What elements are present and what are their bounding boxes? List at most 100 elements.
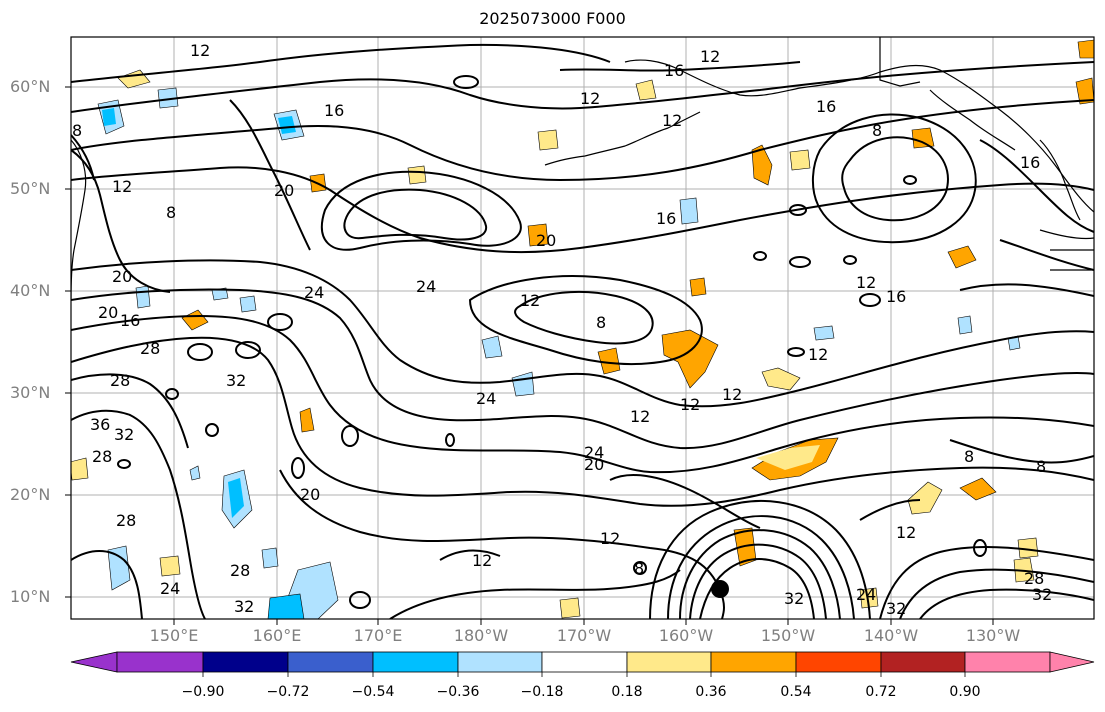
contour-label: 28 [116,511,136,530]
colorbar-tick-label: 0.90 [949,684,981,700]
contour-label: 16 [664,61,684,80]
colorbar-segment [964,651,1051,673]
contour-label: 8 [166,203,176,222]
contour-label: 12 [112,177,132,196]
lon-label: 160°W [658,626,714,645]
colorbar-tick-label: −0.72 [266,684,310,700]
contour-label: 20 [536,231,556,250]
contour-label: 24 [416,277,436,296]
lat-label: 50°N [10,179,51,198]
contour-label: 28 [92,447,112,466]
contour-label: 20 [300,485,320,504]
contour-label: 28 [230,561,250,580]
colorbar-tick-label: −0.90 [181,684,225,700]
contour-label: 20 [584,455,604,474]
map-title: 2025073000 F000 [479,9,626,28]
colorbar-tick-label: 0.18 [611,684,643,700]
contour-label: 8 [634,559,644,578]
colorbar-segment [541,651,628,673]
contour-label: 12 [190,41,210,60]
lon-label: 150°W [760,626,816,645]
plot-area: 12 12 12 12 12 16 16 16 16 16 16 16 8 8 … [71,37,1094,619]
lon-label: 180°W [453,626,509,645]
colorbar-tick-label: 0.54 [780,684,812,700]
contour-label: 24 [160,579,180,598]
contour-label: 16 [886,287,906,306]
contour-label: 16 [656,209,676,228]
contour-label: 8 [596,313,606,332]
lat-label: 20°N [10,485,51,504]
colorbar-tick-label: 0.36 [695,684,727,700]
contour-label: 12 [722,385,742,404]
contour-label: 24 [856,585,876,604]
shaded-positive-patches [71,39,1094,619]
contour-label: 32 [114,425,134,444]
contour-label: 36 [90,415,110,434]
gridlines [71,37,1094,619]
contour-label: 12 [808,345,828,364]
contour-label: 24 [304,283,324,302]
lon-label: 150°E [149,626,199,645]
lat-label: 60°N [10,77,51,96]
contour-label: 32 [886,599,906,618]
contour-label: 12 [700,47,720,66]
contour-label: 16 [816,97,836,116]
contour-label: 12 [580,89,600,108]
small-contour-blobs [117,75,987,609]
contour-labels: 12 12 12 12 12 16 16 16 16 16 16 16 8 8 … [72,41,1052,618]
lat-label: 10°N [10,587,51,606]
storm-center-dot [711,580,729,598]
contour-label: 20 [98,303,118,322]
contour-label: 24 [476,389,496,408]
shaded-negative-patches [97,87,1021,619]
colorbar-ticks [202,672,966,677]
contour-label: 12 [472,551,492,570]
colorbar-tick-label: −0.36 [436,684,480,700]
contour-label: 32 [234,597,254,616]
contour-label: 16 [120,311,140,330]
contour-label: 16 [1020,153,1040,172]
lon-label: 140°W [863,626,919,645]
colorbar-segment [457,651,543,673]
lat-label: 30°N [10,383,51,402]
colorbar-segment [626,651,712,673]
colorbar-segment [795,651,882,673]
colorbar-tick-label: −0.18 [520,684,564,700]
contour-lines [71,43,1094,619]
contour-label: 20 [112,267,132,286]
map-frame [70,36,1095,620]
contour-label: 32 [784,589,804,608]
contour-label: 8 [72,121,82,140]
lon-label: 170°E [353,626,403,645]
colorbar [70,651,1095,677]
lon-label: 160°E [252,626,302,645]
contour-label: 8 [1036,457,1046,476]
contour-label: 12 [896,523,916,542]
colorbar-segment [116,651,204,673]
contour-label: 8 [872,121,882,140]
colorbar-segment [710,651,797,673]
contour-label: 28 [140,339,160,358]
lon-label: 170°W [556,626,612,645]
contour-label: 16 [324,101,344,120]
coastlines [71,37,1094,301]
contour-label: 12 [662,111,682,130]
colorbar-segment [287,651,374,673]
colorbar-extend-low [70,651,118,673]
contour-label: 28 [1024,569,1044,588]
contour-label: 12 [520,291,540,310]
contour-label: 12 [600,529,620,548]
contour-label: 28 [110,371,130,390]
contour-label: 32 [1032,585,1052,604]
colorbar-tick-label: 0.72 [865,684,897,700]
colorbar-segment [880,651,966,673]
colorbar-extend-high [1049,651,1095,673]
axis-ticks [65,86,994,625]
contour-label: 12 [680,395,700,414]
colorbar-tick-label: −0.54 [351,684,395,700]
contour-label: 20 [274,181,294,200]
contour-label: 24 [584,443,604,462]
contour-label: 12 [630,407,650,426]
lon-label: 130°W [965,626,1021,645]
